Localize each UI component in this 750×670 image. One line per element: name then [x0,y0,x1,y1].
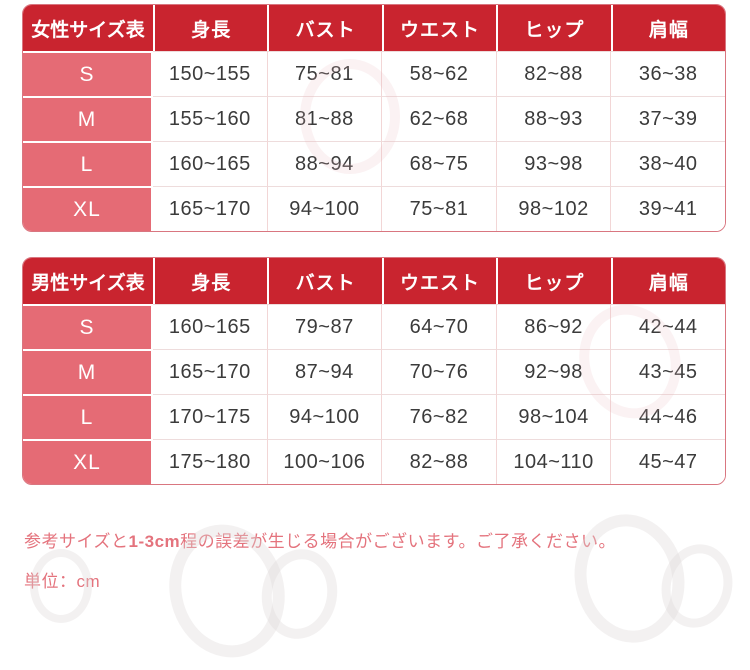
cell-bust: 79~87 [266,304,382,349]
table-row: L 170~175 94~100 76~82 98~104 44~46 [23,394,725,439]
table-row: S 150~155 75~81 58~62 82~88 36~38 [23,51,725,96]
column-header-bust: バスト [267,5,381,51]
cell-hip: 104~110 [495,439,611,484]
cell-hip: 88~93 [495,96,611,141]
cell-waist: 62~68 [381,96,496,141]
women-size-table: 女性サイズ表 身長 バスト ウエスト ヒップ 肩幅 S 150~155 75~8… [22,4,726,232]
size-label: XL [23,186,153,231]
disclaimer-range: 1-3cm [128,532,181,551]
cell-waist: 70~76 [381,349,496,394]
cell-bust: 87~94 [266,349,382,394]
cell-hip: 93~98 [495,141,611,186]
cell-bust: 100~106 [266,439,382,484]
table-row: S 160~165 79~87 64~70 86~92 42~44 [23,304,725,349]
size-label: M [23,96,153,141]
cell-height: 170~175 [153,394,267,439]
size-disclaimer-note: 参考サイズと1-3cm程の誤差が生じる場合がございます。ご了承ください。 [24,527,750,552]
column-header-shoulder: 肩幅 [610,5,725,51]
unit-note: 単位：cm [24,572,101,591]
cell-waist: 76~82 [381,394,496,439]
table-row: L 160~165 88~94 68~75 93~98 38~40 [23,141,725,186]
column-header-waist: ウエスト [381,258,496,304]
column-header-height: 身長 [153,258,267,304]
cell-bust: 81~88 [266,96,382,141]
table-row: XL 175~180 100~106 82~88 104~110 45~47 [23,439,725,484]
cell-hip: 92~98 [495,349,611,394]
cell-shoulder: 37~39 [610,96,725,141]
cell-hip: 98~104 [495,394,611,439]
column-header-shoulder: 肩幅 [610,258,725,304]
column-header-hip: ヒップ [496,5,610,51]
women-table-title: 女性サイズ表 [31,19,145,41]
cell-shoulder: 45~47 [610,439,725,484]
cell-height: 160~165 [153,304,267,349]
size-label: XL [23,439,153,484]
cell-waist: 58~62 [381,51,496,96]
men-table-header-row: 男性サイズ表 身長 バスト ウエスト ヒップ 肩幅 [23,258,725,304]
cell-waist: 68~75 [381,141,496,186]
size-label: S [23,304,153,349]
table-row: M 155~160 81~88 62~68 88~93 37~39 [23,96,725,141]
cell-hip: 98~102 [495,186,611,231]
cell-shoulder: 36~38 [610,51,725,96]
cell-bust: 75~81 [266,51,382,96]
cell-bust: 88~94 [266,141,382,186]
size-chart-page: 女性サイズ表 身長 バスト ウエスト ヒップ 肩幅 S 150~155 75~8… [0,4,750,670]
cell-height: 165~170 [153,349,267,394]
table-row: XL 165~170 94~100 75~81 98~102 39~41 [23,186,725,231]
men-size-table: 男性サイズ表 身長 バスト ウエスト ヒップ 肩幅 S 160~165 79~8… [22,257,726,485]
cell-height: 165~170 [153,186,267,231]
column-header-height: 身長 [153,5,267,51]
cell-height: 160~165 [153,141,267,186]
cell-height: 175~180 [153,439,267,484]
cell-shoulder: 38~40 [610,141,725,186]
cell-bust: 94~100 [266,394,382,439]
cell-shoulder: 44~46 [610,394,725,439]
column-header-bust: バスト [267,258,381,304]
size-label: L [23,394,153,439]
disclaimer-suffix: 程の誤差が生じる場合がございます。ご了承ください。 [180,532,616,551]
size-label: S [23,51,153,96]
cell-hip: 82~88 [495,51,611,96]
disclaimer-prefix: 参考サイズと [24,532,129,551]
cell-waist: 64~70 [381,304,496,349]
cell-bust: 94~100 [266,186,382,231]
women-table-header-row: 女性サイズ表 身長 バスト ウエスト ヒップ 肩幅 [23,5,725,51]
size-label: L [23,141,153,186]
cell-waist: 75~81 [381,186,496,231]
men-table-title: 男性サイズ表 [31,272,145,294]
cell-height: 155~160 [153,96,267,141]
cell-shoulder: 43~45 [610,349,725,394]
cell-height: 150~155 [153,51,267,96]
column-header-hip: ヒップ [496,258,610,304]
column-header-waist: ウエスト [381,5,496,51]
cell-shoulder: 39~41 [610,186,725,231]
size-label: M [23,349,153,394]
watermark-icon [254,543,345,645]
cell-hip: 86~92 [495,304,611,349]
cell-waist: 82~88 [381,439,496,484]
table-row: M 165~170 87~94 70~76 92~98 43~45 [23,349,725,394]
cell-shoulder: 42~44 [610,304,725,349]
